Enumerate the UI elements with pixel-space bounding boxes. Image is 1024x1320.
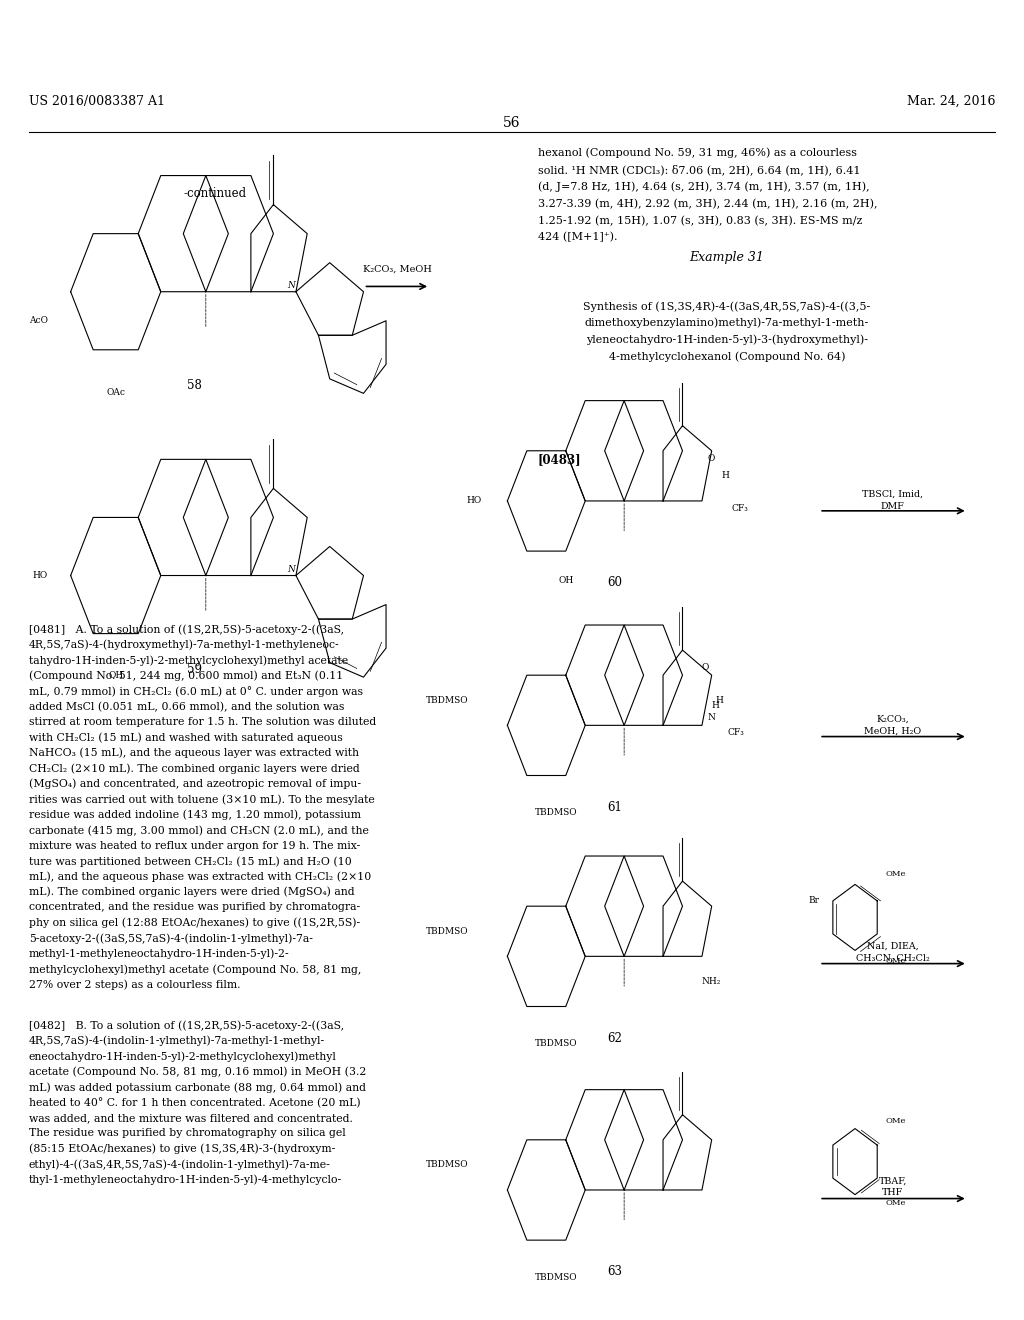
- Text: DMF: DMF: [881, 502, 905, 511]
- Text: added MsCl (0.051 mL, 0.66 mmol), and the solution was: added MsCl (0.051 mL, 0.66 mmol), and th…: [29, 702, 344, 711]
- Text: ethyl)-4-((3aS,4R,5S,7aS)-4-(indolin-1-ylmethyl)-7a-me-: ethyl)-4-((3aS,4R,5S,7aS)-4-(indolin-1-y…: [29, 1159, 331, 1170]
- Text: rities was carried out with toluene (3×10 mL). To the mesylate: rities was carried out with toluene (3×1…: [29, 795, 375, 805]
- Text: H: H: [716, 696, 723, 705]
- Text: OH: OH: [109, 672, 123, 680]
- Text: The residue was purified by chromatography on silica gel: The residue was purified by chromatograp…: [29, 1129, 345, 1138]
- Text: Mar. 24, 2016: Mar. 24, 2016: [907, 95, 995, 108]
- Text: 424 ([M+1]⁺).: 424 ([M+1]⁺).: [538, 232, 617, 243]
- Text: 1.25-1.92 (m, 15H), 1.07 (s, 3H), 0.83 (s, 3H). ES-MS m/z: 1.25-1.92 (m, 15H), 1.07 (s, 3H), 0.83 (…: [538, 215, 862, 226]
- Text: 62: 62: [607, 1032, 622, 1044]
- Text: HO: HO: [33, 572, 48, 579]
- Text: methylcyclohexyl)methyl acetate (Compound No. 58, 81 mg,: methylcyclohexyl)methyl acetate (Compoun…: [29, 964, 361, 974]
- Text: H: H: [721, 471, 729, 480]
- Text: TBDMSO: TBDMSO: [426, 1160, 469, 1170]
- Text: OH: OH: [558, 576, 573, 585]
- Text: (MgSO₄) and concentrated, and azeotropic removal of impu-: (MgSO₄) and concentrated, and azeotropic…: [29, 779, 360, 789]
- Text: OAc: OAc: [106, 388, 125, 396]
- Text: -continued: -continued: [183, 187, 247, 201]
- Text: 4-methylcyclohexanol (Compound No. 64): 4-methylcyclohexanol (Compound No. 64): [609, 351, 845, 362]
- Text: US 2016/0083387 A1: US 2016/0083387 A1: [29, 95, 165, 108]
- Text: hexanol (Compound No. 59, 31 mg, 46%) as a colourless: hexanol (Compound No. 59, 31 mg, 46%) as…: [538, 148, 857, 158]
- Text: H: H: [712, 701, 720, 710]
- Text: mL). The combined organic layers were dried (MgSO₄) and: mL). The combined organic layers were dr…: [29, 887, 354, 898]
- Text: (Compound No. 51, 244 mg, 0.600 mmol) and Et₃N (0.11: (Compound No. 51, 244 mg, 0.600 mmol) an…: [29, 671, 343, 681]
- Text: CH₃CN, CH₂Cl₂: CH₃CN, CH₂Cl₂: [856, 953, 930, 962]
- Text: phy on silica gel (12:88 EtOAc/hexanes) to give ((1S,2R,5S)-: phy on silica gel (12:88 EtOAc/hexanes) …: [29, 917, 359, 928]
- Text: N: N: [288, 565, 295, 574]
- Text: O: O: [702, 663, 710, 672]
- Text: HO: HO: [467, 496, 482, 506]
- Text: 5-acetoxy-2-((3aS,5S,7aS)-4-(indolin-1-ylmethyl)-7a-: 5-acetoxy-2-((3aS,5S,7aS)-4-(indolin-1-y…: [29, 933, 312, 944]
- Text: O: O: [708, 454, 715, 463]
- Text: TBDMSO: TBDMSO: [535, 808, 578, 817]
- Text: N: N: [288, 281, 295, 290]
- Text: OMe: OMe: [886, 1117, 906, 1125]
- Text: solid. ¹H NMR (CDCl₃): δ7.06 (m, 2H), 6.64 (m, 1H), 6.41: solid. ¹H NMR (CDCl₃): δ7.06 (m, 2H), 6.…: [538, 165, 860, 176]
- Text: K₂CO₃, MeOH: K₂CO₃, MeOH: [362, 264, 432, 273]
- Text: CH₂Cl₂ (2×10 mL). The combined organic layers were dried: CH₂Cl₂ (2×10 mL). The combined organic l…: [29, 763, 359, 774]
- Text: TBAF,: TBAF,: [879, 1176, 907, 1185]
- Text: THF: THF: [883, 1188, 903, 1197]
- Text: CF₃: CF₃: [731, 504, 748, 513]
- Text: 3.27-3.39 (m, 4H), 2.92 (m, 3H), 2.44 (m, 1H), 2.16 (m, 2H),: 3.27-3.39 (m, 4H), 2.92 (m, 3H), 2.44 (m…: [538, 198, 878, 209]
- Text: [0481]   A. To a solution of ((1S,2R,5S)-5-acetoxy-2-((3aS,: [0481] A. To a solution of ((1S,2R,5S)-5…: [29, 624, 344, 635]
- Text: TBDMSO: TBDMSO: [426, 696, 469, 705]
- Text: methyl-1-methyleneoctahydro-1H-inden-5-yl)-2-: methyl-1-methyleneoctahydro-1H-inden-5-y…: [29, 949, 290, 960]
- Text: 61: 61: [607, 800, 622, 813]
- Text: OMe: OMe: [886, 870, 906, 878]
- Text: 63: 63: [607, 1265, 622, 1278]
- Text: TBDMSO: TBDMSO: [535, 1272, 578, 1282]
- Text: NaHCO₃ (15 mL), and the aqueous layer was extracted with: NaHCO₃ (15 mL), and the aqueous layer wa…: [29, 748, 358, 759]
- Text: TBDMSO: TBDMSO: [535, 1039, 578, 1048]
- Text: [0483]: [0483]: [538, 453, 582, 466]
- Text: CF₃: CF₃: [727, 729, 744, 738]
- Text: N: N: [708, 713, 716, 722]
- Text: mL) was added potassium carbonate (88 mg, 0.64 mmol) and: mL) was added potassium carbonate (88 mg…: [29, 1082, 366, 1093]
- Text: mL), and the aqueous phase was extracted with CH₂Cl₂ (2×10: mL), and the aqueous phase was extracted…: [29, 871, 371, 882]
- Text: acetate (Compound No. 58, 81 mg, 0.16 mmol) in MeOH (3.2: acetate (Compound No. 58, 81 mg, 0.16 mm…: [29, 1067, 366, 1077]
- Text: mixture was heated to reflux under argon for 19 h. The mix-: mixture was heated to reflux under argon…: [29, 841, 359, 850]
- Text: OMe: OMe: [886, 1199, 906, 1206]
- Text: OMe: OMe: [886, 957, 906, 965]
- Text: tahydro-1H-inden-5-yl)-2-methylcyclohexyl)methyl acetate: tahydro-1H-inden-5-yl)-2-methylcyclohexy…: [29, 655, 348, 665]
- Text: residue was added indoline (143 mg, 1.20 mmol), potassium: residue was added indoline (143 mg, 1.20…: [29, 809, 360, 820]
- Text: TBDMSO: TBDMSO: [426, 927, 469, 936]
- Text: yleneoctahydro-1H-inden-5-yl)-3-(hydroxymethyl)-: yleneoctahydro-1H-inden-5-yl)-3-(hydroxy…: [586, 335, 868, 346]
- Text: with CH₂Cl₂ (15 mL) and washed with saturated aqueous: with CH₂Cl₂ (15 mL) and washed with satu…: [29, 733, 342, 743]
- Text: (d, J=7.8 Hz, 1H), 4.64 (s, 2H), 3.74 (m, 1H), 3.57 (m, 1H),: (d, J=7.8 Hz, 1H), 4.64 (s, 2H), 3.74 (m…: [538, 182, 869, 193]
- Text: was added, and the mixture was filtered and concentrated.: was added, and the mixture was filtered …: [29, 1113, 352, 1123]
- Text: TBSCl, Imid,: TBSCl, Imid,: [862, 490, 924, 499]
- Text: Br: Br: [808, 896, 819, 906]
- Text: 60: 60: [607, 576, 622, 589]
- Text: thyl-1-methyleneoctahydro-1H-inden-5-yl)-4-methylcyclo-: thyl-1-methyleneoctahydro-1H-inden-5-yl)…: [29, 1175, 342, 1185]
- Text: MeOH, H₂O: MeOH, H₂O: [864, 726, 922, 735]
- Text: 58: 58: [187, 379, 202, 392]
- Text: AcO: AcO: [29, 317, 48, 325]
- Text: 4R,5S,7aS)-4-(indolin-1-ylmethyl)-7a-methyl-1-methyl-: 4R,5S,7aS)-4-(indolin-1-ylmethyl)-7a-met…: [29, 1036, 325, 1047]
- Text: NaI, DIEA,: NaI, DIEA,: [867, 941, 919, 950]
- Text: eneoctahydro-1H-inden-5-yl)-2-methylcyclohexyl)methyl: eneoctahydro-1H-inden-5-yl)-2-methylcycl…: [29, 1051, 337, 1061]
- Text: NH₂: NH₂: [702, 977, 721, 986]
- Text: carbonate (415 mg, 3.00 mmol) and CH₃CN (2.0 mL), and the: carbonate (415 mg, 3.00 mmol) and CH₃CN …: [29, 825, 369, 836]
- Text: [0482]   B. To a solution of ((1S,2R,5S)-5-acetoxy-2-((3aS,: [0482] B. To a solution of ((1S,2R,5S)-5…: [29, 1020, 344, 1031]
- Text: dimethoxybenzylamino)methyl)-7a-methyl-1-meth-: dimethoxybenzylamino)methyl)-7a-methyl-1…: [585, 318, 869, 329]
- Text: stirred at room temperature for 1.5 h. The solution was diluted: stirred at room temperature for 1.5 h. T…: [29, 717, 376, 727]
- Text: concentrated, and the residue was purified by chromatogra-: concentrated, and the residue was purifi…: [29, 903, 359, 912]
- Text: mL, 0.79 mmol) in CH₂Cl₂ (6.0 mL) at 0° C. under argon was: mL, 0.79 mmol) in CH₂Cl₂ (6.0 mL) at 0° …: [29, 686, 362, 697]
- Text: 4R,5S,7aS)-4-(hydroxymethyl)-7a-methyl-1-methyleneoc-: 4R,5S,7aS)-4-(hydroxymethyl)-7a-methyl-1…: [29, 640, 339, 651]
- Text: Synthesis of (1S,3S,4R)-4-((3aS,4R,5S,7aS)-4-((3,5-: Synthesis of (1S,3S,4R)-4-((3aS,4R,5S,7a…: [584, 301, 870, 312]
- Text: K₂CO₃,: K₂CO₃,: [877, 714, 909, 723]
- Text: 59: 59: [187, 663, 202, 676]
- Text: 27% over 2 steps) as a colourless film.: 27% over 2 steps) as a colourless film.: [29, 979, 241, 990]
- Text: 56: 56: [503, 116, 521, 131]
- Text: heated to 40° C. for 1 h then concentrated. Acetone (20 mL): heated to 40° C. for 1 h then concentrat…: [29, 1098, 360, 1109]
- Text: ture was partitioned between CH₂Cl₂ (15 mL) and H₂O (10: ture was partitioned between CH₂Cl₂ (15 …: [29, 855, 351, 867]
- Text: (85:15 EtOAc/hexanes) to give (1S,3S,4R)-3-(hydroxym-: (85:15 EtOAc/hexanes) to give (1S,3S,4R)…: [29, 1144, 335, 1155]
- Text: Example 31: Example 31: [689, 251, 765, 264]
